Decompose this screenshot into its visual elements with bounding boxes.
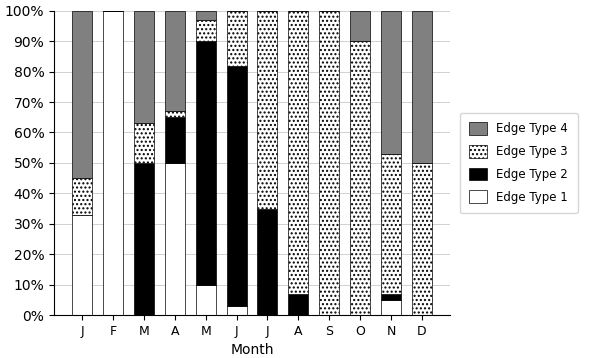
Bar [134, 11, 154, 123]
Bar [412, 11, 432, 163]
Bar [257, 11, 277, 208]
Bar [165, 117, 185, 163]
Bar [72, 214, 92, 315]
Bar [319, 11, 339, 315]
Bar [196, 285, 215, 315]
Bar [72, 178, 92, 214]
Bar [257, 208, 277, 315]
Bar [227, 11, 247, 66]
Bar [412, 163, 432, 315]
Bar [196, 41, 215, 285]
Bar [350, 41, 370, 315]
Bar [165, 163, 185, 315]
X-axis label: Month: Month [230, 343, 274, 357]
Bar [289, 11, 308, 294]
Bar [381, 294, 401, 300]
Bar [381, 154, 401, 294]
Bar [227, 306, 247, 315]
Bar [165, 111, 185, 117]
Bar [196, 11, 215, 20]
Bar [381, 11, 401, 154]
Bar [289, 294, 308, 315]
Bar [103, 11, 123, 315]
Bar [134, 163, 154, 315]
Bar [196, 20, 215, 41]
Bar [134, 123, 154, 163]
Bar [165, 11, 185, 111]
Bar [227, 66, 247, 306]
Bar [350, 11, 370, 41]
Bar [381, 300, 401, 315]
Bar [72, 11, 92, 178]
Legend: Edge Type 4, Edge Type 3, Edge Type 2, Edge Type 1: Edge Type 4, Edge Type 3, Edge Type 2, E… [460, 112, 578, 213]
